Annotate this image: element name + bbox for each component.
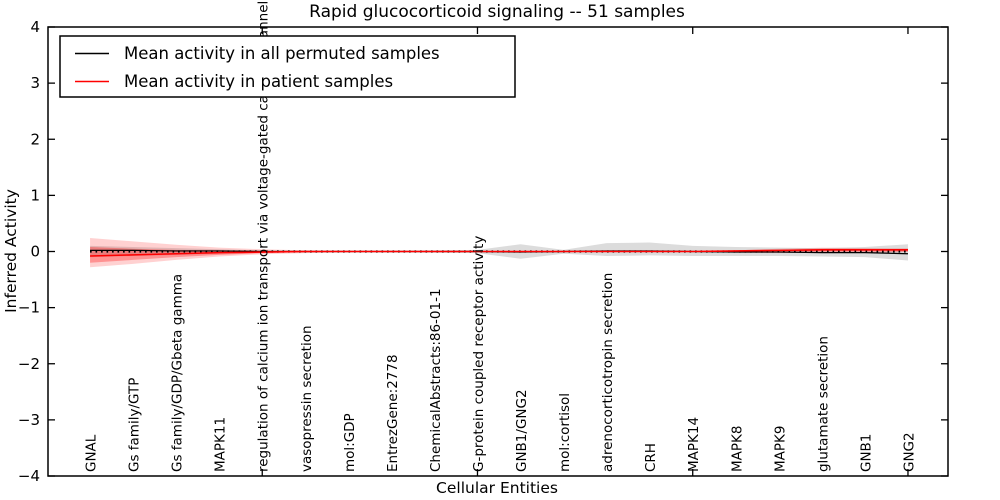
mean-lines-layer xyxy=(90,249,908,257)
y-tick-label: −3 xyxy=(18,411,40,429)
mean-line-patient xyxy=(90,249,908,257)
y-tick-label: 0 xyxy=(30,243,40,261)
y-tick-label: 1 xyxy=(30,186,40,204)
y-tick-label: −4 xyxy=(18,467,40,485)
x-entity-label: EntrezGene:2778 xyxy=(385,354,401,472)
x-entity-label: CRH xyxy=(643,443,659,472)
x-entity-label: adrenocorticotropin secretion xyxy=(600,273,616,472)
x-entity-label: regulation of calcium ion transport via … xyxy=(256,1,272,472)
x-entity-label: mol:GDP xyxy=(342,413,358,472)
y-tick-label: −2 xyxy=(18,355,40,373)
x-entity-label: MAPK14 xyxy=(686,417,702,472)
y-tick-label: 3 xyxy=(30,74,40,92)
y-tick-label: 4 xyxy=(30,18,40,36)
x-entity-label: ChemicalAbstracts:86-01-1 xyxy=(428,288,444,472)
y-tick-label: 2 xyxy=(30,130,40,148)
legend-label-patient: Mean activity in patient samples xyxy=(124,72,393,91)
chart-title: Rapid glucocorticoid signaling -- 51 sam… xyxy=(309,2,685,22)
x-entity-label: MAPK9 xyxy=(772,426,788,472)
y-axis-label: Inferred Activity xyxy=(2,189,20,313)
x-entity-label: Gs family/GDP/Gbeta gamma xyxy=(170,274,186,472)
legend-box xyxy=(59,35,516,98)
x-axis-label: Cellular Entities xyxy=(436,479,558,497)
x-entity-label: MAPK8 xyxy=(729,426,745,472)
legend: Mean activity in all permuted samples Me… xyxy=(59,35,516,98)
x-entity-label: G-protein coupled receptor activity xyxy=(471,236,487,472)
x-entity-label: GNB1 xyxy=(858,434,874,472)
x-entity-label: GNAL xyxy=(84,434,100,472)
axes-layer: 4 3 2 1 0 −1 −2 −3 −4 xyxy=(18,18,949,485)
x-entity-label: MAPK11 xyxy=(213,417,229,472)
x-entity-label: mol:cortisol xyxy=(557,393,573,472)
x-entity-label: Gs family/GTP xyxy=(127,378,143,472)
y-tick-label: −1 xyxy=(18,299,40,317)
legend-label-permuted: Mean activity in all permuted samples xyxy=(124,44,440,63)
x-entity-label: vasopressin secretion xyxy=(299,325,315,472)
x-entity-label: glutamate secretion xyxy=(815,336,831,472)
entity-labels-layer: GNAL Gs family/GTP Gs family/GDP/Gbeta gam… xyxy=(84,1,918,472)
x-entity-label: GNG2 xyxy=(901,432,917,472)
x-entity-label: GNB1/GNG2 xyxy=(514,389,530,472)
